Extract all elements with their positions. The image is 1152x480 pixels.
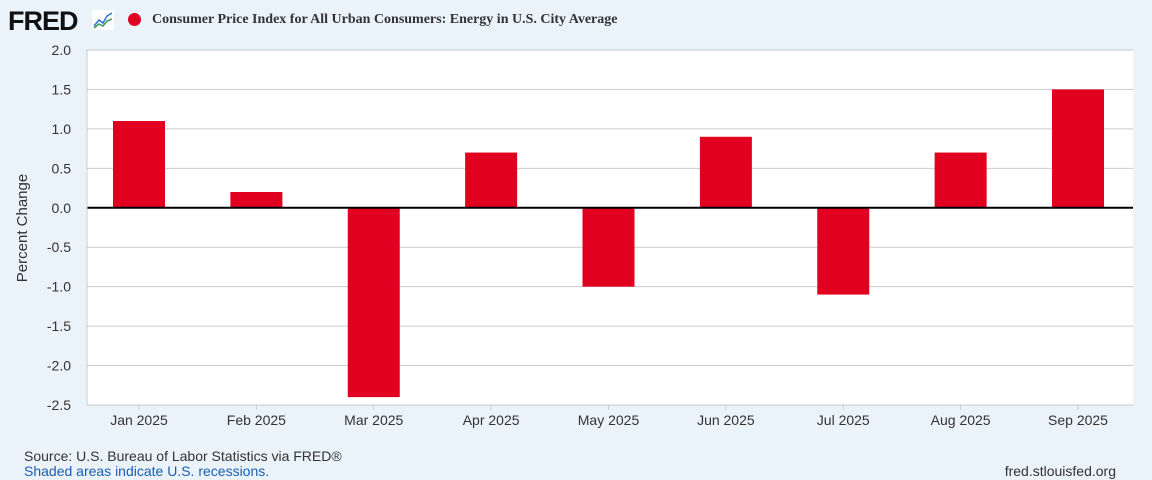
chart-title: Consumer Price Index for All Urban Consu… bbox=[152, 12, 618, 27]
y-tick-label: -2.5 bbox=[47, 397, 71, 413]
bar bbox=[582, 207, 635, 287]
x-tick-label: May 2025 bbox=[578, 412, 640, 428]
y-tick-label: -2.0 bbox=[47, 358, 71, 374]
y-tick-label: 1.5 bbox=[52, 81, 72, 97]
x-tick-label: Mar 2025 bbox=[344, 412, 403, 428]
bar bbox=[347, 207, 400, 398]
y-tick-label: 1.0 bbox=[52, 121, 72, 137]
bar bbox=[817, 207, 870, 295]
x-tick-label: Jun 2025 bbox=[697, 412, 755, 428]
bar-chart: 2.0 1.5 1.0 0.5 0.0 -0.5 -1.0 -1.5 -2.0 -2.5 Jan 2… bbox=[14, 42, 1133, 428]
bar bbox=[230, 192, 283, 208]
chart-line-icon bbox=[92, 10, 114, 30]
y-tick-label: 0.0 bbox=[52, 200, 72, 216]
fred-logo[interactable]: FRED bbox=[8, 6, 78, 36]
y-tick-label: 2.0 bbox=[52, 42, 72, 58]
legend-marker bbox=[128, 13, 141, 26]
y-tick-label: -1.0 bbox=[47, 279, 71, 295]
fred-url[interactable]: fred.stlouisfed.org bbox=[1004, 463, 1116, 479]
y-tick-label: -1.5 bbox=[47, 318, 71, 334]
bar bbox=[465, 152, 518, 208]
bar bbox=[1052, 89, 1104, 208]
y-tick-label: 0.5 bbox=[52, 160, 72, 176]
x-tick-label: Sep 2025 bbox=[1048, 412, 1108, 428]
bar bbox=[934, 152, 987, 208]
bar bbox=[113, 121, 165, 208]
x-tick-label: Aug 2025 bbox=[931, 412, 991, 428]
x-tick-label: Feb 2025 bbox=[227, 412, 286, 428]
x-tick-label: Jan 2025 bbox=[110, 412, 168, 428]
y-axis-label: Percent Change bbox=[14, 174, 31, 282]
x-tick-label: Jul 2025 bbox=[817, 412, 870, 428]
source-note: Source: U.S. Bureau of Labor Statistics … bbox=[24, 448, 342, 464]
bar bbox=[699, 136, 752, 208]
x-tick-label: Apr 2025 bbox=[463, 412, 520, 428]
y-tick-label: -0.5 bbox=[47, 239, 71, 255]
recession-note: Shaded areas indicate U.S. recessions. bbox=[24, 463, 270, 479]
